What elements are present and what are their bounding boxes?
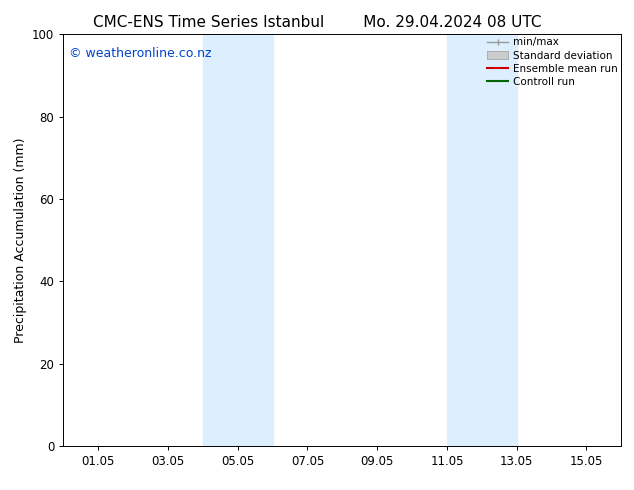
Bar: [203, 34, 273, 446]
Text: © weatheronline.co.nz: © weatheronline.co.nz: [69, 47, 212, 60]
Text: CMC-ENS Time Series Istanbul        Mo. 29.04.2024 08 UTC: CMC-ENS Time Series Istanbul Mo. 29.04.2…: [93, 15, 541, 30]
Bar: [447, 34, 517, 446]
Y-axis label: Precipitation Accumulation (mm): Precipitation Accumulation (mm): [13, 137, 27, 343]
Legend: min/max, Standard deviation, Ensemble mean run, Controll run: min/max, Standard deviation, Ensemble me…: [488, 37, 618, 87]
